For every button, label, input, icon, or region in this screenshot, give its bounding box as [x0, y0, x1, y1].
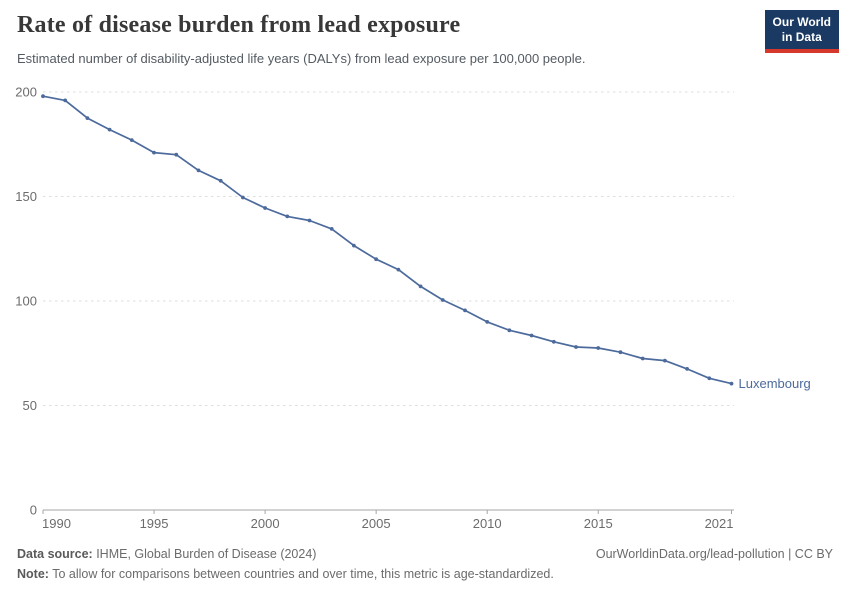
data-point — [63, 98, 68, 103]
note-label: Note: — [17, 567, 49, 581]
data-point — [663, 358, 667, 363]
owid-logo: Our World in Data — [764, 10, 839, 53]
data-point — [685, 367, 689, 371]
data-point — [129, 138, 134, 143]
owid-logo-line2: in Data — [781, 30, 822, 44]
data-point — [485, 320, 490, 324]
data-point — [307, 218, 312, 223]
attribution: OurWorldinData.org/lead-pollution | CC B… — [595, 547, 833, 561]
data-point — [418, 284, 423, 289]
data-point — [618, 350, 623, 355]
data-point — [174, 152, 179, 157]
data-point — [729, 381, 734, 386]
y-tick-label: 100 — [15, 294, 37, 309]
data-point — [596, 346, 601, 350]
data-line-luxembourg — [42, 95, 733, 385]
note: Note: To allow for comparisons between c… — [17, 567, 833, 581]
data-point — [329, 227, 334, 231]
data-source-label: Data source: — [17, 547, 93, 561]
data-point — [640, 356, 645, 361]
data-point — [507, 328, 512, 333]
x-tick-label: 2015 — [584, 516, 613, 531]
data-point — [85, 116, 90, 120]
note-text: To allow for comparisons between countri… — [48, 567, 554, 581]
y-tick-label: 0 — [30, 503, 37, 518]
y-tick-label: 50 — [23, 398, 37, 413]
data-point — [107, 127, 112, 132]
data-point — [263, 206, 267, 210]
data-point — [241, 195, 245, 200]
data-point — [574, 345, 578, 349]
x-tick-label: 1995 — [140, 516, 169, 531]
x-tick-label: 2010 — [473, 516, 502, 531]
chart-subtitle: Estimated number of disability-adjusted … — [17, 51, 586, 66]
data-point — [463, 308, 467, 313]
data-point — [374, 257, 378, 262]
x-tick-label: 2005 — [362, 516, 391, 531]
x-tick-label: 2000 — [251, 516, 280, 531]
data-point — [41, 94, 45, 99]
data-point — [285, 214, 290, 219]
x-tick-label: 2021 — [705, 516, 734, 531]
data-point — [196, 168, 201, 173]
data-point — [551, 339, 556, 344]
page-title: Rate of disease burden from lead exposur… — [17, 12, 461, 38]
data-point — [218, 178, 223, 183]
series-end-label: Luxembourg — [739, 376, 811, 391]
data-point — [707, 376, 712, 381]
data-point — [440, 298, 445, 302]
data-source: Data source: IHME, Global Burden of Dise… — [17, 547, 316, 561]
data-source-text: IHME, Global Burden of Disease (2024) — [92, 547, 317, 561]
data-point — [529, 333, 534, 338]
data-point — [396, 267, 401, 272]
y-tick-label: 200 — [15, 85, 37, 100]
x-tick-label: 1990 — [42, 516, 71, 531]
y-tick-label: 150 — [15, 189, 37, 204]
data-point — [352, 243, 356, 248]
chart-footer: Data source: IHME, Global Burden of Dise… — [17, 547, 833, 587]
data-point — [152, 150, 156, 155]
owid-logo-line1: Our World — [772, 15, 831, 29]
